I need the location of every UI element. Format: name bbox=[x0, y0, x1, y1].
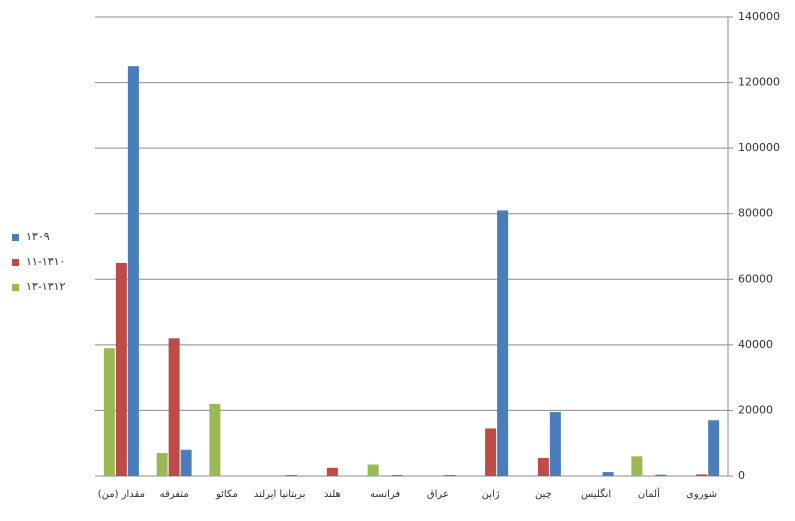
legend-label: ۱۳-۱۳۱۲ bbox=[26, 280, 66, 293]
bar bbox=[631, 456, 643, 476]
x-tick-label: مقدار (من) bbox=[98, 489, 145, 500]
y-tick-label: 120000 bbox=[738, 76, 780, 89]
x-tick-label: متفرقه bbox=[160, 489, 189, 500]
bar bbox=[602, 472, 614, 476]
bar bbox=[156, 453, 168, 476]
bar bbox=[168, 338, 180, 476]
bar bbox=[537, 457, 549, 476]
x-tick-label: مکائو bbox=[215, 489, 238, 500]
bar bbox=[549, 412, 561, 476]
legend-swatch bbox=[12, 284, 19, 291]
x-tick-label: چین bbox=[535, 489, 552, 500]
y-tick-label: 100000 bbox=[738, 141, 780, 154]
x-tick-label: آلمان bbox=[638, 487, 661, 500]
y-tick-label: 60000 bbox=[738, 272, 773, 285]
y-tick-label: 80000 bbox=[738, 207, 773, 220]
legend-label: ۱۱-۱۳۱۰ bbox=[26, 255, 65, 268]
y-tick-label: 0 bbox=[738, 469, 745, 482]
bar bbox=[286, 475, 298, 476]
legend-swatch bbox=[12, 259, 19, 266]
bar bbox=[497, 210, 509, 476]
y-tick-label: 140000 bbox=[738, 10, 780, 23]
x-tick-label: ژاپن bbox=[482, 489, 500, 500]
bar bbox=[209, 403, 221, 476]
x-tick-label: انگلیس bbox=[581, 488, 611, 500]
x-tick-label: هلند bbox=[324, 489, 341, 500]
bar bbox=[326, 467, 338, 476]
legend-label: ۱۳۰۹ bbox=[26, 230, 50, 243]
bar bbox=[708, 420, 720, 476]
x-tick-label: شوروی bbox=[686, 489, 717, 500]
y-tick-label: 40000 bbox=[738, 338, 773, 351]
y-tick-label: 20000 bbox=[738, 403, 773, 416]
bar bbox=[103, 348, 115, 476]
bar bbox=[444, 475, 456, 476]
bar bbox=[367, 464, 379, 476]
legend-swatch bbox=[12, 234, 19, 241]
x-tick-label: فرانسه bbox=[370, 489, 400, 500]
bar bbox=[180, 449, 192, 476]
bar bbox=[391, 475, 403, 476]
bar bbox=[655, 474, 667, 476]
bar bbox=[696, 474, 708, 476]
bar bbox=[115, 262, 127, 476]
bar bbox=[485, 428, 497, 476]
x-tick-label: عراق bbox=[427, 489, 449, 500]
x-tick-label: بریتانیا ایرلند bbox=[254, 489, 306, 500]
bar bbox=[127, 66, 139, 476]
